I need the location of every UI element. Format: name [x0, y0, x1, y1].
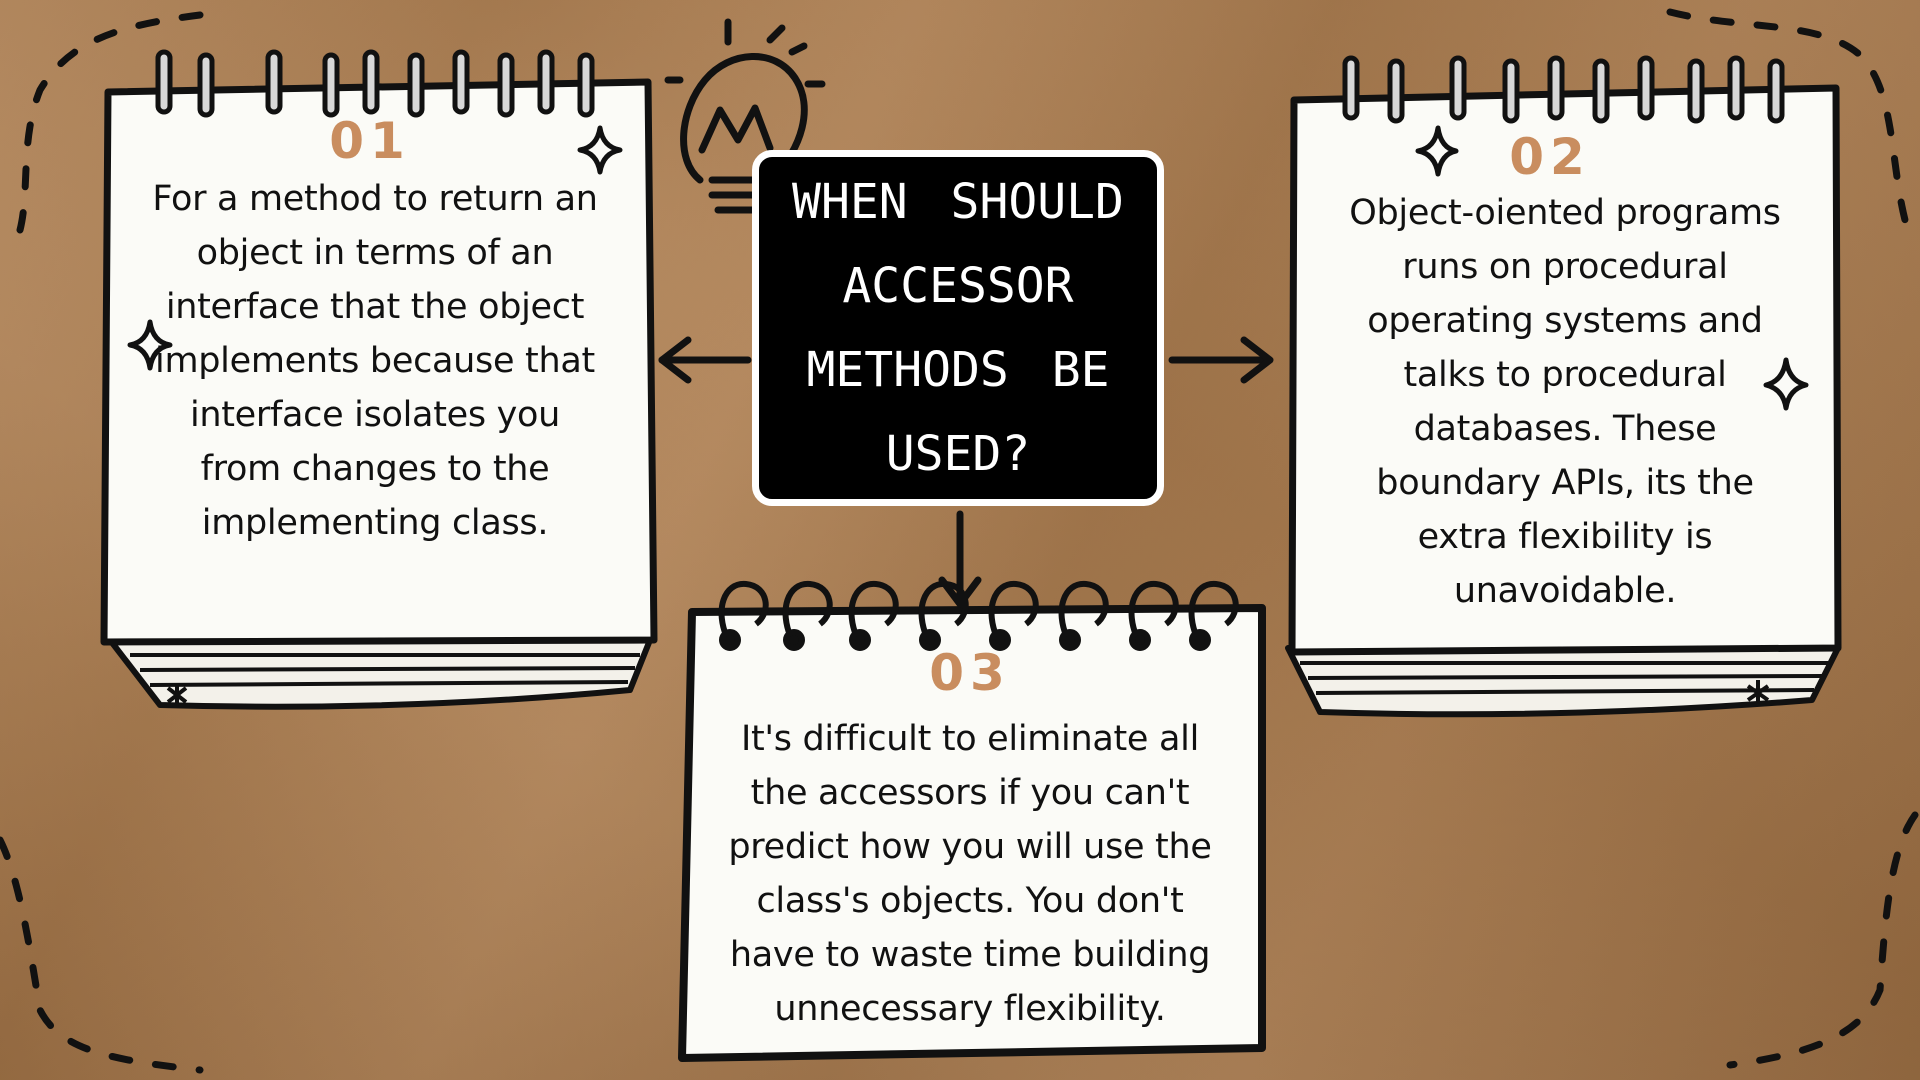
dashed-border-top-left	[16, 11, 204, 234]
binder-ring	[577, 52, 595, 118]
spiral-hole	[783, 629, 805, 651]
dashed-border-bottom-left	[0, 836, 204, 1074]
spiral-hole	[719, 629, 741, 651]
arrow-down-icon	[938, 576, 982, 608]
dashed-border-bottom-right	[1726, 811, 1919, 1069]
binder-ring	[1342, 55, 1360, 121]
binder-ring	[1637, 55, 1655, 121]
spiral-hole	[919, 629, 941, 651]
note-01-rings	[155, 49, 595, 118]
sparkle-icon	[1763, 357, 1809, 411]
binder-ring	[1547, 55, 1565, 121]
note-02-number: 02	[1509, 128, 1591, 186]
sparkle-icons	[127, 125, 1809, 411]
note-03-pad	[678, 604, 1266, 1062]
binder-ring	[537, 49, 555, 115]
binder-ring	[197, 52, 215, 118]
note-01-number: 01	[329, 112, 411, 170]
binder-ring	[1687, 58, 1705, 124]
spiral-ring	[782, 580, 833, 642]
spiral-hole	[1059, 629, 1081, 651]
spiral-ring	[718, 580, 769, 642]
spiral-hole	[1189, 629, 1211, 651]
binder-ring	[1502, 58, 1520, 124]
binder-ring	[1387, 58, 1405, 124]
arrow-left-icon	[658, 336, 692, 384]
dashed-border	[0, 8, 1919, 1074]
binder-ring	[407, 52, 425, 118]
note-02-pad	[1285, 84, 1842, 718]
binder-ring	[1592, 58, 1610, 124]
note-01-pad	[100, 78, 658, 710]
binder-ring	[265, 49, 283, 115]
binder-ring	[362, 49, 380, 115]
connector-arrows	[658, 336, 1274, 608]
page-title: WHEN SHOULD ACCESSOR METHODS BE USED?	[792, 174, 1124, 482]
binder-ring	[452, 49, 470, 115]
spiral-hole	[1129, 629, 1151, 651]
sparkle-icon	[127, 319, 173, 371]
binder-ring	[155, 49, 173, 115]
spiral-hole	[989, 629, 1011, 651]
sparkle-icon	[577, 125, 623, 175]
spiral-ring	[1128, 580, 1179, 642]
sparkle-icon	[1415, 125, 1459, 177]
note-03-text: It's difficult to eliminate all the acce…	[728, 719, 1212, 1029]
binder-ring	[1727, 55, 1745, 121]
note-01-text: For a method to return an object in term…	[152, 179, 598, 543]
binder-ring	[1449, 55, 1467, 121]
spiral-ring	[848, 580, 899, 642]
binder-ring	[497, 52, 515, 118]
arrow-right-icon	[1240, 336, 1274, 384]
dashed-border-top-right	[1666, 8, 1909, 224]
spiral-hole	[849, 629, 871, 651]
note-03-number: 03	[929, 644, 1011, 702]
note-02-text: Object-oiented programs runs on procedur…	[1349, 193, 1781, 611]
title-box: WHEN SHOULD ACCESSOR METHODS BE USED?	[752, 150, 1164, 506]
note-02-rings	[1342, 55, 1785, 124]
spiral-ring	[1188, 580, 1239, 642]
spiral-ring	[988, 580, 1039, 642]
binder-ring	[1767, 58, 1785, 124]
binder-ring	[322, 52, 340, 118]
spiral-ring	[1058, 580, 1109, 642]
